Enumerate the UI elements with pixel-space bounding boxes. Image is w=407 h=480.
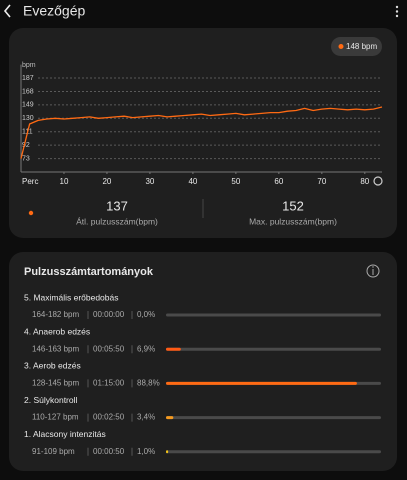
stat-label: Max. pulzusszám(bpm) <box>249 216 337 226</box>
info-button[interactable] <box>366 264 380 278</box>
zone-time: 00:00:50 <box>93 447 125 456</box>
y-tick-label: 168 <box>22 88 34 95</box>
zone-time: 00:02:50 <box>93 413 125 422</box>
x-tick-label: 40 <box>188 177 197 186</box>
x-tick-label: 80 <box>360 177 369 186</box>
tooltip-dot <box>338 44 344 49</box>
zone-name: 3. Aerob edzés <box>24 361 81 371</box>
legend-dot <box>28 210 34 216</box>
zone-bar <box>166 381 357 385</box>
y-tick-label: 130 <box>22 115 34 122</box>
zone-time: 00:05:50 <box>93 344 125 353</box>
zone-bar <box>166 347 181 351</box>
zoom-icon[interactable] <box>373 176 383 186</box>
zone-range: 146-163 bpm <box>32 344 79 353</box>
y-tick-label: 187 <box>22 75 34 82</box>
zone-range: 110-127 bpm <box>32 413 79 422</box>
x-tick-label: 50 <box>231 177 240 186</box>
x-tick-label: 30 <box>145 177 154 186</box>
zone-name: 2. Súlykontroll <box>24 395 77 405</box>
x-tick-label: 60 <box>274 177 283 186</box>
zone-time: 01:15:00 <box>93 379 125 388</box>
y-axis-label: bpm <box>22 62 36 69</box>
zone-track <box>166 416 381 420</box>
zone-name: 1. Alacsony intenzitás <box>24 429 106 439</box>
zone-bar <box>166 416 174 420</box>
zone-percent: 1,0% <box>137 447 155 456</box>
back-button[interactable] <box>3 4 11 18</box>
heart-rate-line <box>20 106 383 159</box>
zone-bar <box>166 450 169 454</box>
zone-track <box>166 313 381 317</box>
zone-time: 00:00:00 <box>93 310 125 319</box>
zone-name: 4. Anaerob edzés <box>24 326 90 336</box>
x-tick-label: 20 <box>102 177 111 186</box>
x-tick-label: 10 <box>60 177 69 186</box>
zone-range: 164-182 bpm <box>32 310 79 319</box>
zone-percent: 88,8% <box>137 379 160 388</box>
page-title: Evezőgép <box>23 3 85 19</box>
stat-value: 137 <box>106 198 128 213</box>
y-tick-label: 149 <box>22 102 34 109</box>
x-axis-label: Perc <box>22 177 38 186</box>
x-tick-label: 70 <box>317 177 326 186</box>
y-tick-label: 73 <box>22 155 30 162</box>
menu-button[interactable] <box>395 5 399 18</box>
y-tick-label: 92 <box>22 142 30 149</box>
zones-title: Pulzusszámtartományok <box>24 266 154 278</box>
tooltip <box>331 37 382 56</box>
zone-percent: 0,0% <box>137 310 155 319</box>
zone-percent: 3,4% <box>137 413 155 422</box>
zone-range: 128-145 bpm <box>32 379 79 388</box>
tooltip-text: 148 bpm <box>346 42 377 51</box>
stat-label: Átl. pulzusszám(bpm) <box>76 216 158 226</box>
stat-value: 152 <box>282 198 304 213</box>
zone-track <box>166 450 381 454</box>
zone-track <box>166 347 381 351</box>
zone-percent: 6,9% <box>137 344 155 353</box>
chart-card <box>9 28 397 238</box>
zone-range: 91-109 bpm <box>32 447 75 456</box>
zone-name: 5. Maximális erőbedobás <box>24 292 119 302</box>
